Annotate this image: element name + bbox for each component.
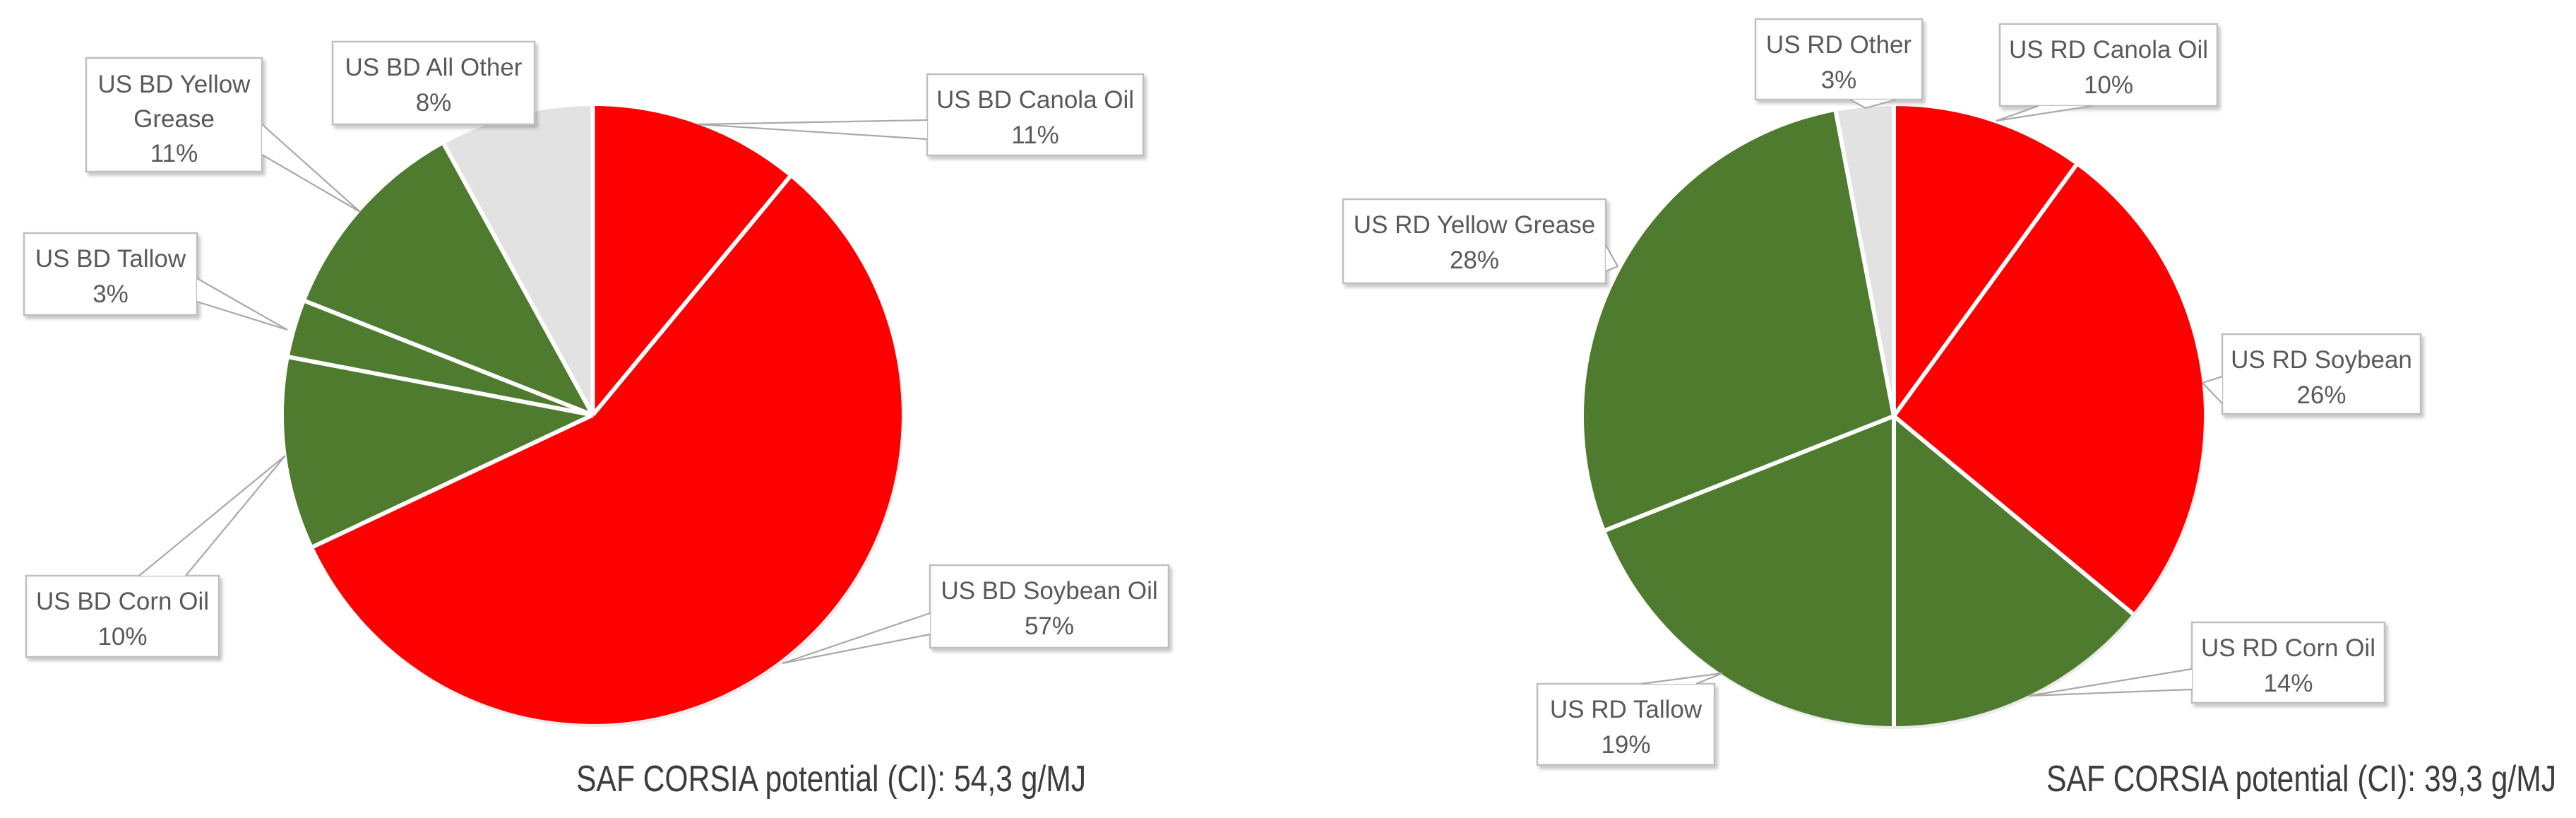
svg-text:US RD Other: US RD Other <box>1766 31 1912 59</box>
svg-text:10%: 10% <box>2084 71 2133 99</box>
svg-text:8%: 8% <box>416 89 452 117</box>
svg-text:SAF CORSIA potential (CI): 54,: SAF CORSIA potential (CI): 54,3 g/MJ <box>576 759 1086 800</box>
svg-text:11%: 11% <box>150 140 198 167</box>
svg-text:US RD Yellow Grease: US RD Yellow Grease <box>1354 211 1595 239</box>
svg-text:Grease: Grease <box>133 105 215 133</box>
svg-text:14%: 14% <box>2263 670 2313 697</box>
svg-text:US BD Tallow: US BD Tallow <box>35 245 186 273</box>
svg-text:57%: 57% <box>1025 612 1074 640</box>
svg-text:11%: 11% <box>1011 121 1059 149</box>
svg-text:3%: 3% <box>93 280 129 308</box>
svg-text:US BD Soybean Oil: US BD Soybean Oil <box>941 577 1157 605</box>
svg-text:US RD Canola Oil: US RD Canola Oil <box>2009 36 2208 64</box>
svg-text:SAF CORSIA potential (CI): 39,: SAF CORSIA potential (CI): 39,3 g/MJ <box>2046 759 2556 800</box>
svg-text:US BD Yellow: US BD Yellow <box>98 71 251 98</box>
svg-text:US RD Tallow: US RD Tallow <box>1550 696 1703 723</box>
svg-text:19%: 19% <box>1601 731 1650 759</box>
svg-text:3%: 3% <box>1821 66 1857 94</box>
svg-text:26%: 26% <box>2296 381 2346 409</box>
svg-text:28%: 28% <box>1450 247 1499 274</box>
svg-text:US BD Corn Oil: US BD Corn Oil <box>36 588 209 615</box>
svg-text:10%: 10% <box>97 623 147 651</box>
svg-text:US RD Soybean: US RD Soybean <box>2231 346 2412 374</box>
svg-text:US BD Canola Oil: US BD Canola Oil <box>936 86 1134 114</box>
svg-text:US RD Corn Oil: US RD Corn Oil <box>2201 634 2375 662</box>
svg-text:US BD All Other: US BD All Other <box>345 54 523 81</box>
